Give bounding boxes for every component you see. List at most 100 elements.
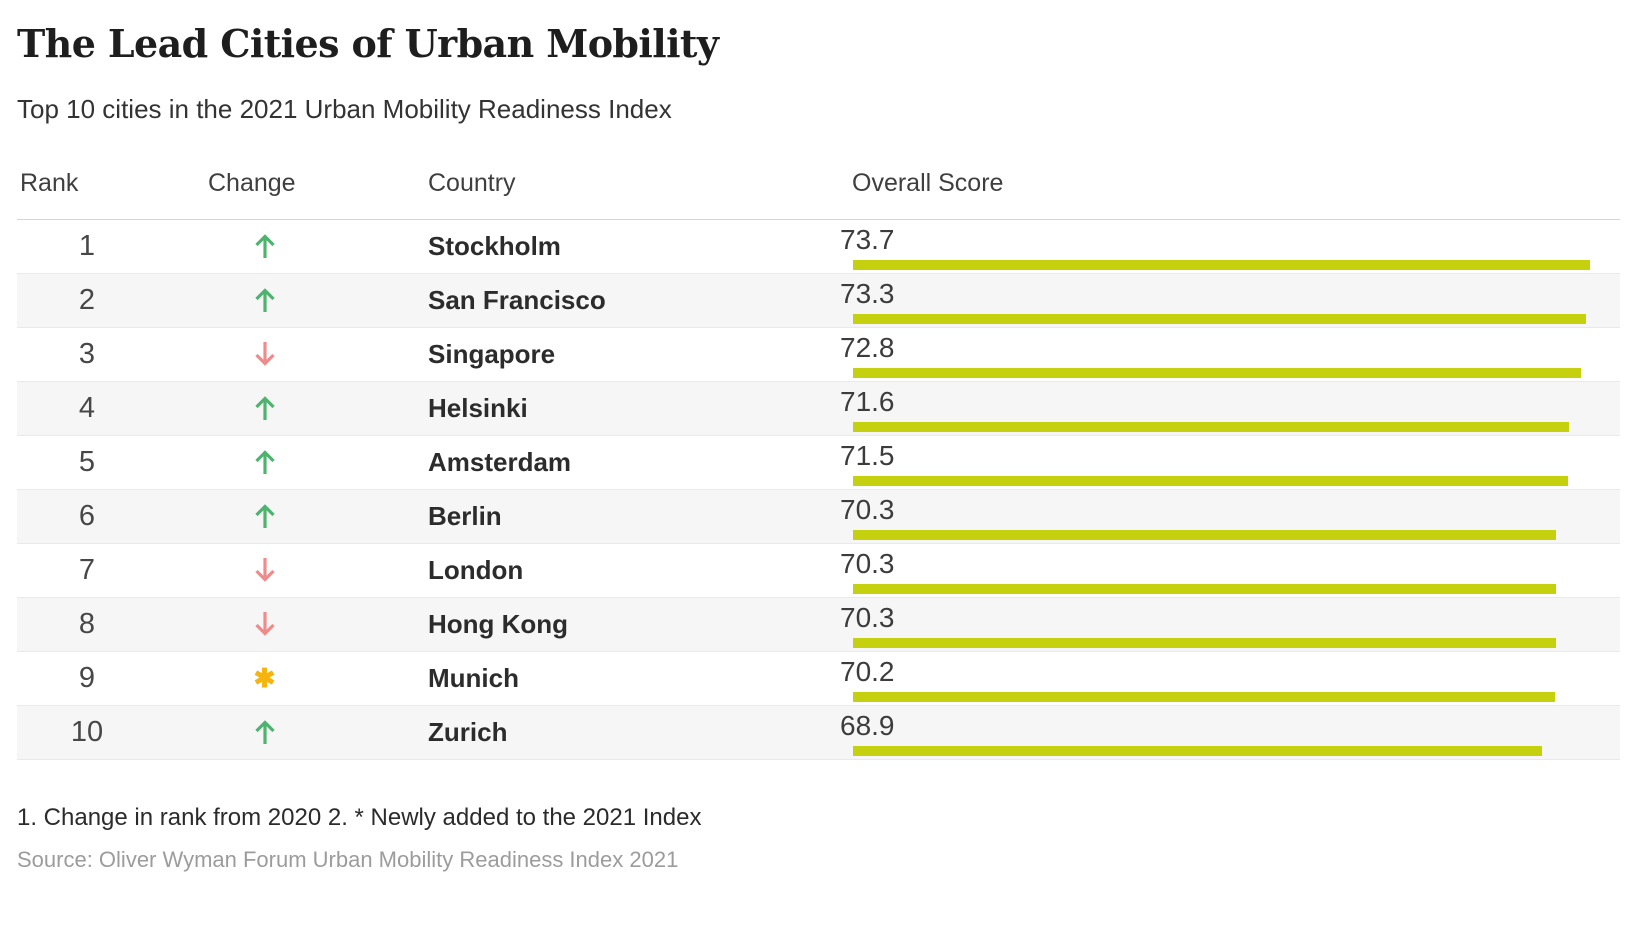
rank-value: 7	[78, 553, 96, 586]
rank-down-icon	[254, 342, 275, 366]
rank-cell: 3	[17, 328, 157, 381]
table-row: 4 ✱ Helsinki 71.6	[17, 381, 1620, 436]
score-bar	[853, 529, 1556, 540]
rank-value: 8	[78, 607, 96, 640]
score-bar	[853, 583, 1556, 594]
rank-value: 5	[78, 445, 96, 478]
page-subtitle: Top 10 cities in the 2021 Urban Mobility…	[17, 93, 672, 124]
rank-up-icon	[254, 504, 275, 529]
change-cell: ✱	[157, 544, 372, 597]
new-entry-icon: ✱	[253, 663, 276, 694]
column-header-change: Change	[208, 168, 296, 197]
table-row: 5 ✱ Amsterdam 71.5	[17, 436, 1620, 490]
score-value: 71.5	[840, 439, 895, 471]
rank-cell: 2	[17, 274, 157, 327]
rank-cell: 10	[17, 706, 157, 759]
city-name: Munich	[428, 662, 519, 693]
score-value: 72.8	[840, 331, 895, 363]
score-value: 73.7	[840, 223, 895, 255]
column-header-country: Country	[428, 168, 516, 197]
score-value: 73.3	[840, 277, 895, 309]
score-bar	[853, 259, 1590, 270]
city-name: San Francisco	[428, 284, 606, 315]
score-cell: 70.2	[757, 652, 1620, 705]
rank-value: 1	[78, 229, 96, 262]
rank-cell: 8	[17, 598, 157, 651]
score-bar	[853, 691, 1555, 702]
rank-value: 2	[78, 283, 96, 316]
score-bar	[853, 367, 1581, 378]
score-cell: 73.3	[757, 274, 1620, 327]
rank-cell: 4	[17, 382, 157, 435]
source-attribution: Source: Oliver Wyman Forum Urban Mobilit…	[17, 846, 679, 872]
table-row: 1 ✱ Stockholm 73.7	[17, 220, 1620, 274]
change-cell: ✱	[157, 436, 372, 489]
score-cell: 70.3	[757, 490, 1620, 543]
column-header-rank: Rank	[20, 168, 79, 197]
rank-down-icon	[254, 612, 275, 636]
rank-value: 4	[78, 391, 96, 424]
score-cell: 72.8	[757, 328, 1620, 381]
rank-up-icon	[254, 396, 275, 421]
ranking-table-body: 1 ✱ Stockholm 73.7 2	[17, 220, 1620, 760]
score-value: 70.3	[840, 493, 895, 525]
city-name: Amsterdam	[428, 446, 572, 477]
rank-up-icon	[254, 288, 275, 313]
table-row: 9 ✱ Munich 70.2	[17, 652, 1620, 706]
rank-up-icon	[254, 234, 275, 259]
urban-mobility-ranking-page: The Lead Cities of Urban Mobility Top 10…	[17, 21, 1620, 872]
rank-value: 3	[78, 337, 96, 370]
change-cell: ✱	[157, 220, 372, 273]
change-cell: ✱	[157, 382, 372, 435]
table-row: 7 ✱ London 70.3	[17, 544, 1620, 598]
score-cell: 70.3	[757, 598, 1620, 651]
page-title: The Lead Cities of Urban Mobility	[17, 21, 719, 66]
score-bar	[853, 637, 1556, 648]
rank-cell: 7	[17, 544, 157, 597]
table-row: 3 ✱ Singapore 72.8	[17, 328, 1620, 382]
rank-down-icon	[254, 558, 275, 582]
table-row: 8 ✱ Hong Kong 70.3	[17, 597, 1620, 652]
rank-value: 10	[70, 715, 104, 748]
score-value: 70.3	[840, 547, 895, 579]
score-cell: 70.3	[757, 544, 1620, 597]
table-row: 10 ✱ Zurich 68.9	[17, 705, 1620, 760]
score-bar	[853, 313, 1586, 324]
rank-up-icon	[254, 720, 275, 745]
rank-value: 6	[78, 499, 96, 532]
change-cell: ✱	[157, 274, 372, 327]
change-cell: ✱	[157, 490, 372, 543]
rank-cell: 9	[17, 652, 157, 705]
score-bar	[853, 475, 1568, 486]
column-header-overall-score: Overall Score	[852, 168, 1004, 197]
score-value: 68.9	[840, 709, 895, 741]
rank-cell: 5	[17, 436, 157, 489]
footnote: 1. Change in rank from 2020 2. * Newly a…	[17, 803, 702, 831]
table-header-row: Rank Change Country Overall Score	[17, 169, 1620, 220]
score-value: 71.6	[840, 385, 895, 417]
score-cell: 71.5	[757, 436, 1620, 489]
rank-cell: 6	[17, 490, 157, 543]
city-name: Berlin	[428, 500, 502, 531]
city-name: Hong Kong	[428, 608, 569, 639]
score-cell: 73.7	[757, 220, 1620, 273]
score-bar	[853, 421, 1569, 432]
table-row: 6 ✱ Berlin 70.3	[17, 489, 1620, 544]
change-cell: ✱	[157, 652, 372, 705]
city-name: Helsinki	[428, 392, 528, 423]
change-cell: ✱	[157, 598, 372, 651]
change-cell: ✱	[157, 706, 372, 759]
city-name: Singapore	[428, 338, 556, 369]
rank-cell: 1	[17, 220, 157, 273]
change-cell: ✱	[157, 328, 372, 381]
score-value: 70.3	[840, 601, 895, 633]
rank-value: 9	[78, 661, 96, 694]
score-value: 70.2	[840, 655, 895, 687]
city-name: London	[428, 554, 524, 585]
score-cell: 71.6	[757, 382, 1620, 435]
city-name: Stockholm	[428, 230, 561, 261]
score-bar	[853, 745, 1542, 756]
city-name: Zurich	[428, 716, 508, 747]
rank-up-icon	[254, 450, 275, 475]
table-row: 2 ✱ San Francisco 73.3	[17, 273, 1620, 328]
